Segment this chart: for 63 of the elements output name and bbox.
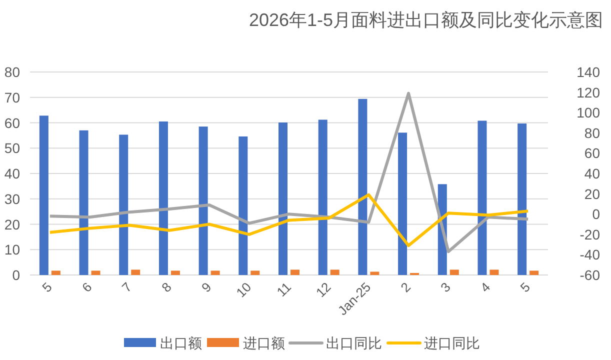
y-tick-label: 10 bbox=[4, 242, 20, 258]
legend-label: 出口额 bbox=[160, 335, 202, 351]
y-tick-label: 70 bbox=[4, 89, 20, 106]
x-tick-label: 5 bbox=[517, 279, 534, 296]
y-tick-label: 30 bbox=[4, 190, 20, 207]
x-tick-label: 6 bbox=[78, 279, 95, 296]
y2-tick-label: 120 bbox=[576, 84, 600, 100]
y2-tick-label: -20 bbox=[580, 226, 600, 242]
bar bbox=[250, 270, 260, 275]
bar bbox=[158, 121, 168, 275]
bar bbox=[290, 270, 300, 275]
bar bbox=[119, 134, 128, 275]
bar bbox=[170, 270, 180, 275]
y-tick-label: 40 bbox=[4, 166, 20, 182]
bar bbox=[398, 132, 408, 275]
x-tick-label: 8 bbox=[158, 279, 174, 296]
line-series bbox=[48, 92, 530, 254]
x-tick-label: 2 bbox=[398, 279, 414, 296]
bar bbox=[370, 272, 380, 275]
bar bbox=[238, 136, 248, 275]
y2-tick-label: 60 bbox=[584, 145, 600, 162]
bar bbox=[210, 270, 220, 275]
x-tick-label: 4 bbox=[477, 279, 494, 296]
legend-label: 出口同比 bbox=[326, 335, 382, 351]
legend-label: 进口同比 bbox=[424, 335, 480, 351]
bar bbox=[79, 130, 88, 275]
y-tick-label: 60 bbox=[4, 114, 20, 131]
y2-tick-label: 100 bbox=[576, 104, 600, 121]
y2-tick-label: 40 bbox=[584, 166, 600, 182]
y-tick-label: 20 bbox=[4, 216, 20, 232]
bar bbox=[318, 120, 328, 275]
x-tick-label: 9 bbox=[198, 279, 214, 296]
bar bbox=[198, 126, 208, 275]
bar bbox=[530, 270, 539, 275]
y2-tick-label: -60 bbox=[580, 267, 600, 283]
bar bbox=[478, 120, 487, 275]
bar bbox=[490, 270, 499, 275]
bar bbox=[51, 270, 60, 275]
y2-tick-label: 140 bbox=[576, 64, 600, 80]
y2-tick-label: 0 bbox=[592, 206, 600, 222]
bar bbox=[518, 124, 527, 275]
y2-tick-label: 80 bbox=[584, 124, 600, 141]
y-tick-label: 80 bbox=[4, 64, 20, 80]
bar bbox=[450, 270, 459, 275]
bar bbox=[358, 98, 368, 275]
y2-tick-label: -40 bbox=[580, 246, 600, 263]
bar bbox=[91, 270, 100, 275]
y2-tick-label: 20 bbox=[584, 186, 600, 202]
chart-title: 2026年1-5月面料进出口额及同比变化示意图 bbox=[248, 10, 603, 30]
line-series bbox=[48, 193, 530, 248]
x-tick-label: 12 bbox=[312, 279, 334, 300]
x-tick-label: 10 bbox=[233, 279, 254, 300]
bar bbox=[39, 116, 48, 275]
y-tick-label: 0 bbox=[12, 267, 20, 283]
y-tick-label: 50 bbox=[4, 140, 20, 156]
bar bbox=[278, 122, 288, 275]
x-tick-label: 5 bbox=[39, 279, 55, 296]
x-tick-label: 3 bbox=[438, 279, 454, 296]
legend-label: 进口额 bbox=[243, 335, 285, 351]
bar bbox=[131, 270, 140, 275]
bar bbox=[330, 270, 340, 275]
x-tick-label: 7 bbox=[118, 279, 135, 296]
x-tick-label: 11 bbox=[274, 279, 294, 300]
